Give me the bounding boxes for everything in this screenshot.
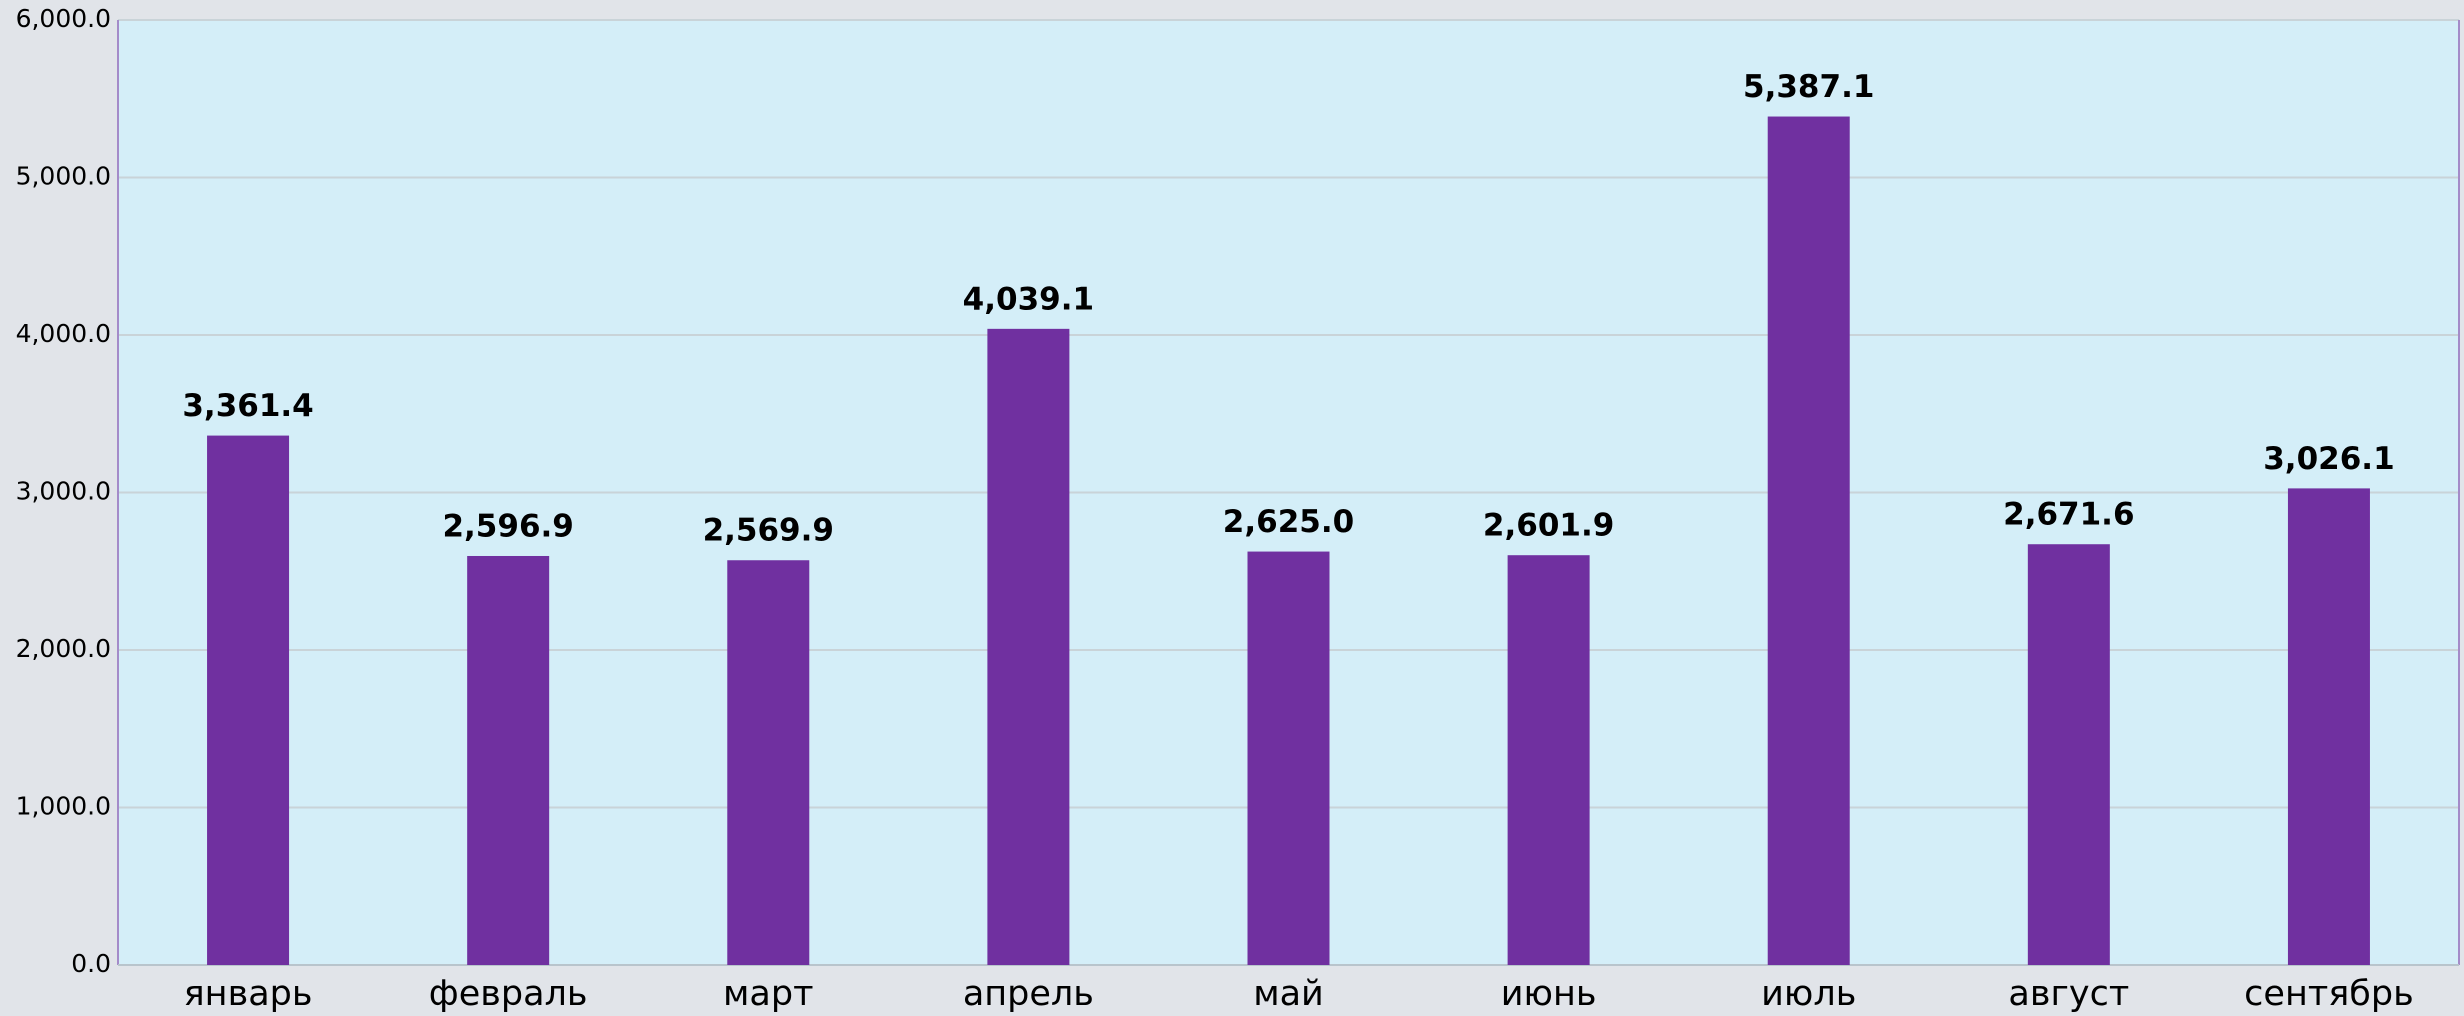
bar: [1247, 551, 1330, 965]
bar: [2027, 544, 2110, 965]
y-tick-label: 2,000.0: [16, 634, 111, 663]
value-label: 3,361.4: [182, 388, 313, 424]
value-label: 2,625.0: [1223, 504, 1354, 540]
bar: [207, 435, 290, 966]
x-tick-label: март: [723, 974, 813, 1014]
y-tick-label: 6,000.0: [16, 4, 111, 33]
value-label: 4,039.1: [963, 281, 1094, 317]
value-label: 2,569.9: [703, 513, 834, 549]
x-tick-label: июль: [1761, 974, 1856, 1014]
x-tick-label: январь: [184, 974, 313, 1014]
value-label: 2,601.9: [1483, 508, 1614, 544]
x-tick-label: август: [2008, 974, 2129, 1014]
value-label: 2,671.6: [2003, 497, 2134, 533]
x-tick-label: февраль: [429, 974, 588, 1014]
bar: [727, 560, 810, 965]
x-tick-label: апрель: [963, 974, 1094, 1014]
x-tick-label: июнь: [1501, 974, 1597, 1014]
bar: [2287, 488, 2370, 965]
y-tick-label: 1,000.0: [16, 792, 111, 821]
x-tick-label: май: [1253, 974, 1324, 1014]
bar: [987, 328, 1070, 965]
bar: [1767, 116, 1850, 966]
value-label: 5,387.1: [1743, 69, 1874, 105]
bar: [467, 555, 550, 965]
y-tick-label: 0.0: [71, 949, 111, 978]
y-tick-label: 4,000.0: [16, 319, 111, 348]
value-label: 2,596.9: [442, 508, 573, 544]
x-tick-label: сентябрь: [2244, 974, 2414, 1014]
y-tick-label: 5,000.0: [16, 162, 111, 191]
y-tick-label: 3,000.0: [16, 477, 111, 506]
value-label: 3,026.1: [2263, 441, 2394, 477]
bar: [1507, 555, 1590, 965]
